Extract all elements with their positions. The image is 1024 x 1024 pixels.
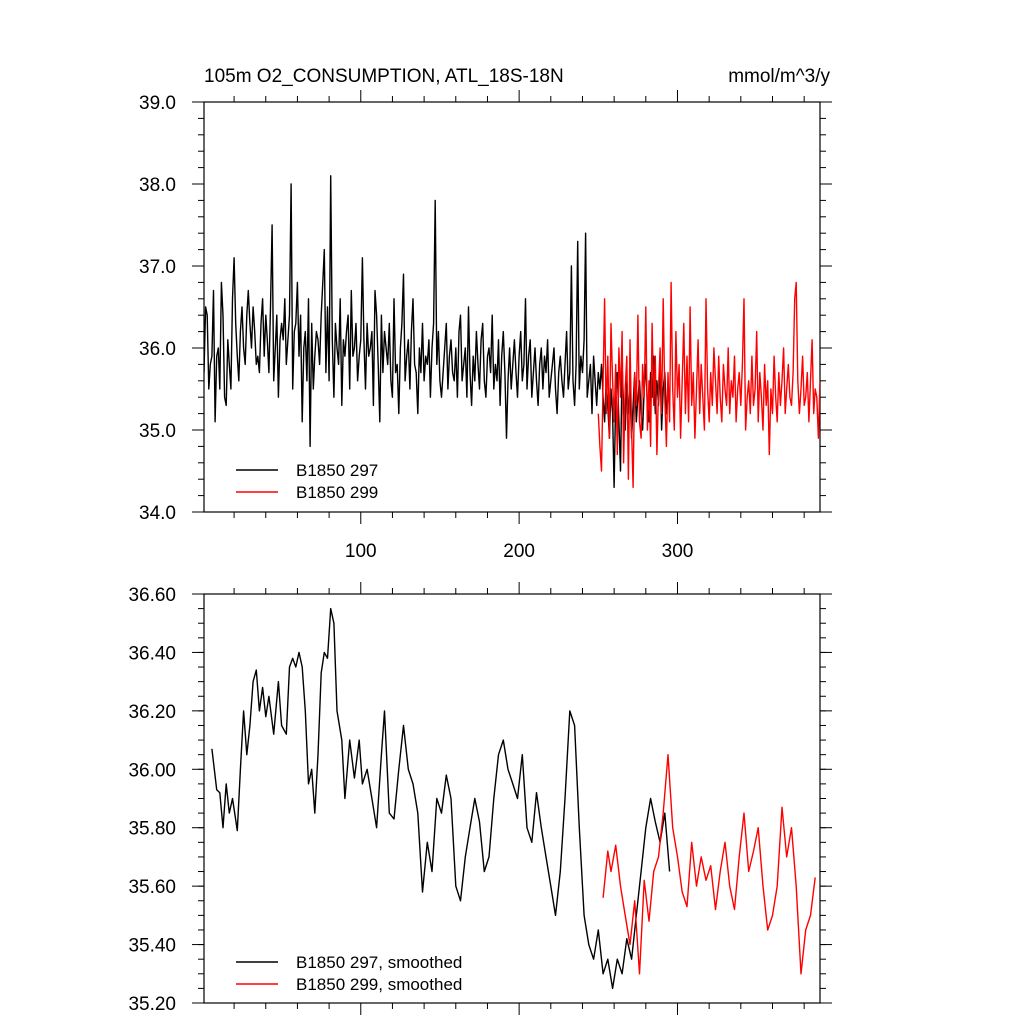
legend-label: B1850 299, smoothed (296, 975, 462, 994)
plot-frame (203, 593, 821, 1004)
y-tick-label: 34.0 (139, 503, 176, 524)
y-tick-label: 35.20 (128, 994, 176, 1015)
y-tick-label: 38.0 (139, 175, 176, 196)
smoothed-panel: 35.20 35.40 35.60 35.80 36.00 36.20 36.40 36.60… (128, 582, 832, 1015)
y-tick-label: 36.40 (128, 643, 176, 664)
plot-frame (203, 101, 821, 513)
series-line-b1850-299 (602, 754, 816, 975)
units-label: mmol/m^3/y (728, 66, 830, 87)
y-tick-label: 36.60 (128, 585, 176, 606)
y-tick-label: 35.80 (128, 819, 176, 840)
x-tick-label: 300 (662, 541, 694, 562)
y-tick-label: 35.60 (128, 877, 176, 898)
annual-panel: 34.0 35.0 36.0 37.0 38.0 39.0 100 200 300 B1850 2… (139, 90, 832, 562)
y-tick-label: 36.20 (128, 702, 176, 723)
chart-title: 105m O2_CONSUMPTION, ATL_18S-18N (204, 66, 564, 87)
legend-label: B1850 297 (296, 461, 378, 480)
series-line-b1850-297 (211, 607, 671, 990)
y-tick-label: 36.00 (128, 760, 176, 781)
legend-label: B1850 297, smoothed (296, 953, 462, 972)
y-tick-label: 35.40 (128, 936, 176, 957)
x-tick-label: 100 (345, 541, 377, 562)
y-tick-label: 39.0 (139, 93, 176, 114)
series-line-b1850-299 (597, 281, 820, 489)
series-line-b1850-297 (204, 175, 669, 489)
y-tick-label: 37.0 (139, 257, 176, 278)
x-tick-label: 200 (503, 541, 535, 562)
y-tick-label: 36.0 (139, 339, 176, 360)
y-tick-label: 35.0 (139, 421, 176, 442)
legend-label: B1850 299 (296, 483, 378, 502)
